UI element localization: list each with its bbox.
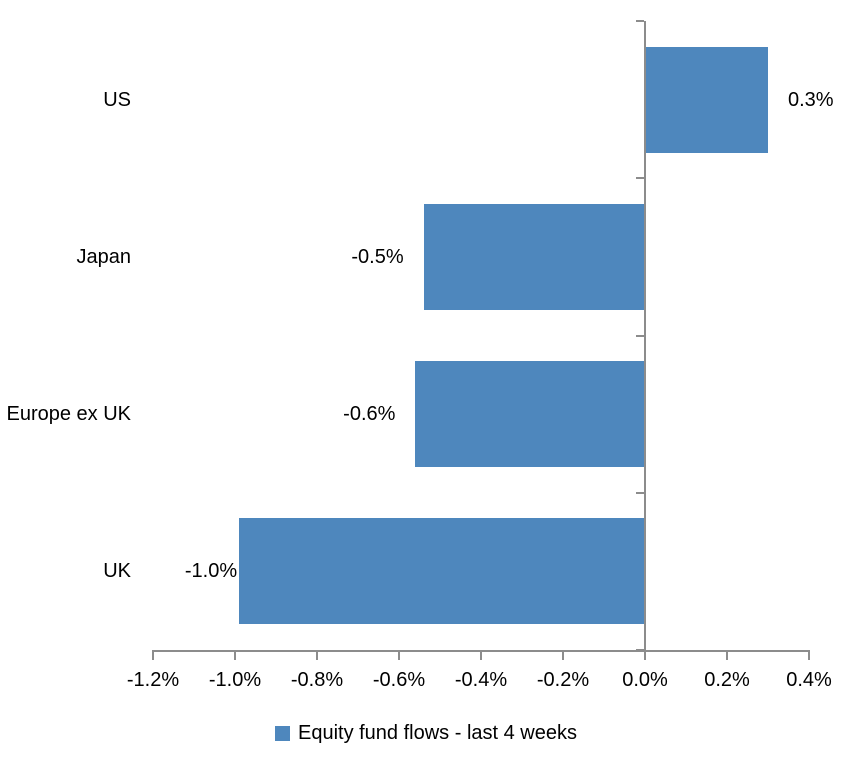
bar-us xyxy=(645,46,768,153)
value-label: -0.6% xyxy=(343,403,396,426)
category-label: Japan xyxy=(76,245,132,268)
x-tick-label: -1.0% xyxy=(208,669,262,691)
value-label: -1.0% xyxy=(184,560,238,583)
bar-europe-ex-uk xyxy=(415,361,645,468)
x-tick-label: 0.0% xyxy=(622,669,668,691)
value-label: 0.3% xyxy=(788,88,834,111)
category-tick xyxy=(636,334,644,337)
x-tick-label: 0.4% xyxy=(786,669,832,691)
x-axis-tick xyxy=(316,650,318,660)
bar-japan xyxy=(423,203,645,310)
category-label: UK xyxy=(103,560,131,583)
zero-axis-line xyxy=(644,21,646,650)
x-axis-tick xyxy=(644,650,646,660)
category-label: US xyxy=(103,88,131,111)
legend-label: Equity fund flows - last 4 weeks xyxy=(297,722,577,744)
x-axis-tick xyxy=(152,650,154,660)
x-tick-label: -0.4% xyxy=(454,669,508,691)
x-axis-tick xyxy=(562,650,564,660)
x-tick-label: -0.6% xyxy=(372,669,426,691)
chart-legend: Equity fund flows - last 4 weeks xyxy=(0,720,852,746)
x-tick-label: -0.2% xyxy=(536,669,590,691)
x-axis-tick xyxy=(234,650,236,660)
legend-swatch xyxy=(274,725,290,741)
x-tick-label: 0.2% xyxy=(704,669,750,691)
x-axis-tick xyxy=(808,650,810,660)
category-label: Europe ex UK xyxy=(6,403,131,426)
value-label: -0.5% xyxy=(351,245,404,268)
x-axis-tick xyxy=(726,650,728,660)
x-tick-label: -0.8% xyxy=(290,669,344,691)
category-tick xyxy=(636,20,644,22)
bar-uk xyxy=(239,518,645,625)
x-axis-tick xyxy=(398,650,400,660)
x-axis-tick xyxy=(480,650,482,660)
category-tick xyxy=(636,491,644,494)
x-tick-label: -1.2% xyxy=(126,669,180,691)
category-tick xyxy=(636,177,644,180)
